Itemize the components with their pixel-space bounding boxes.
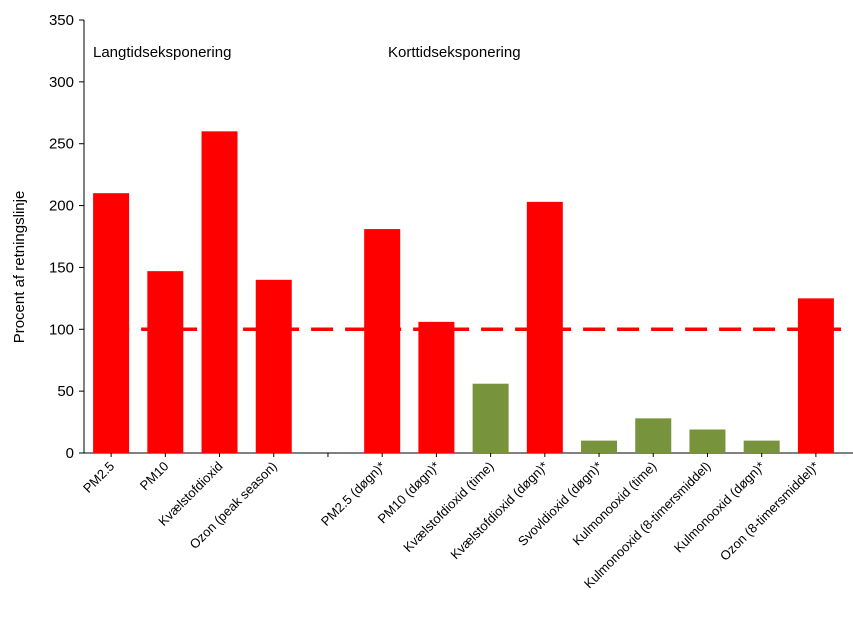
- y-tick-label: 350: [49, 12, 74, 29]
- bar: [418, 321, 455, 453]
- y-tick-label: 100: [49, 321, 74, 338]
- bar: [255, 279, 292, 453]
- x-tick-label: Kulmonooxid (døgn)*: [671, 459, 768, 556]
- y-tick-label: 200: [49, 198, 74, 215]
- y-tick-label: 250: [49, 136, 74, 153]
- bar: [364, 229, 401, 453]
- bar: [797, 298, 834, 453]
- y-tick-label: 300: [49, 74, 74, 91]
- bar: [581, 440, 618, 453]
- bar: [743, 440, 780, 453]
- x-tick-label: Kvælstofdioxid (døgn)*: [447, 459, 551, 563]
- bars: [93, 131, 834, 454]
- bar: [635, 418, 672, 453]
- bar: [93, 193, 130, 453]
- bar: [526, 201, 563, 453]
- x-tick-label: Ozon (8-timersmiddel)*: [717, 459, 822, 564]
- y-tick-label: 0: [66, 445, 74, 462]
- y-tick-label: 150: [49, 259, 74, 276]
- group-label-long-term: Langtidseksponering: [93, 44, 231, 61]
- x-tick-label: PM10: [137, 459, 172, 494]
- y-axis-label: Procent af retningslinje: [11, 191, 28, 344]
- bar: [689, 429, 726, 453]
- bar: [201, 131, 238, 454]
- bar: [472, 383, 509, 453]
- y-tick-label: 50: [57, 383, 74, 400]
- bar: [147, 271, 184, 453]
- x-tick-label: Kvælstofdioxid (time): [400, 459, 496, 555]
- x-tick-label: PM2.5: [80, 459, 117, 496]
- group-label-short-term: Korttidseksponering: [388, 44, 521, 61]
